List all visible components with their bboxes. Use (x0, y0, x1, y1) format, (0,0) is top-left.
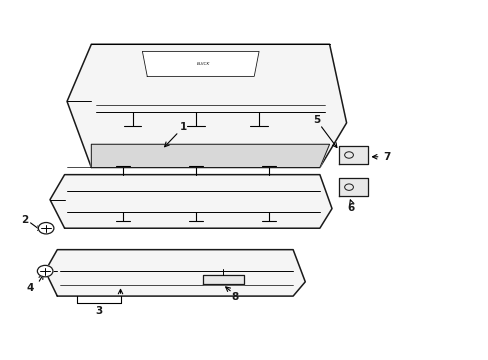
Polygon shape (45, 249, 305, 296)
Text: 6: 6 (347, 203, 354, 213)
Polygon shape (50, 175, 331, 228)
Text: 3: 3 (95, 306, 102, 316)
Polygon shape (203, 275, 244, 284)
Text: 2: 2 (21, 215, 28, 225)
Text: 1: 1 (180, 122, 187, 132)
Text: 7: 7 (382, 152, 389, 162)
Polygon shape (91, 144, 329, 167)
Circle shape (38, 222, 54, 234)
Polygon shape (339, 178, 368, 196)
Text: BUICK: BUICK (196, 62, 209, 66)
Polygon shape (339, 146, 368, 164)
Circle shape (37, 265, 53, 277)
Polygon shape (142, 51, 259, 76)
Text: 5: 5 (312, 115, 320, 125)
Polygon shape (67, 44, 346, 167)
Text: 4: 4 (27, 283, 34, 293)
Text: 8: 8 (231, 292, 238, 302)
